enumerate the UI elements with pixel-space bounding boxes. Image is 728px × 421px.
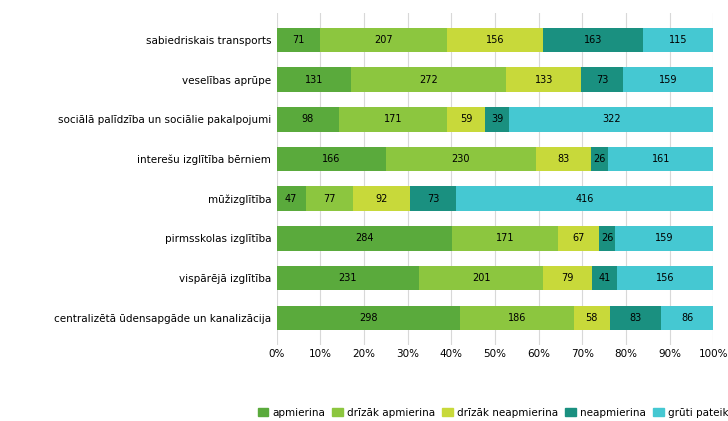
Bar [608, 147, 713, 171]
Bar [339, 107, 447, 132]
Text: 201: 201 [472, 273, 491, 283]
Bar [510, 107, 713, 132]
Bar [543, 28, 643, 52]
Text: 171: 171 [496, 233, 514, 243]
Text: 77: 77 [323, 194, 336, 204]
Bar [617, 266, 713, 290]
Text: 73: 73 [596, 75, 609, 85]
Bar [277, 147, 386, 171]
Text: 115: 115 [669, 35, 687, 45]
Bar [591, 147, 608, 171]
Bar [599, 226, 615, 251]
Bar [277, 187, 306, 211]
Bar [609, 306, 660, 330]
Text: 272: 272 [419, 75, 438, 85]
Text: 92: 92 [376, 194, 388, 204]
Text: 161: 161 [652, 154, 670, 164]
Text: 298: 298 [359, 313, 377, 323]
Text: 231: 231 [339, 273, 357, 283]
Text: 207: 207 [374, 35, 393, 45]
Bar [277, 67, 351, 92]
Text: 58: 58 [585, 313, 598, 323]
Text: 79: 79 [561, 273, 574, 283]
Text: 159: 159 [655, 233, 673, 243]
Bar [615, 226, 713, 251]
Text: 131: 131 [305, 75, 323, 85]
Text: 284: 284 [355, 233, 373, 243]
Text: 98: 98 [301, 115, 314, 125]
Text: 59: 59 [459, 115, 472, 125]
Bar [452, 226, 558, 251]
Text: 230: 230 [451, 154, 470, 164]
Text: 171: 171 [384, 115, 403, 125]
Text: 26: 26 [601, 233, 614, 243]
Text: 156: 156 [656, 273, 675, 283]
Bar [354, 187, 411, 211]
Text: 39: 39 [491, 115, 503, 125]
Text: 156: 156 [486, 35, 505, 45]
Text: 163: 163 [584, 35, 602, 45]
Bar [485, 107, 510, 132]
Bar [592, 266, 617, 290]
Bar [506, 67, 582, 92]
Text: 41: 41 [598, 273, 611, 283]
Bar [306, 187, 354, 211]
Bar [277, 306, 459, 330]
Text: 416: 416 [575, 194, 594, 204]
Bar [277, 226, 452, 251]
Text: 322: 322 [602, 115, 621, 125]
Bar [447, 28, 543, 52]
Text: 166: 166 [322, 154, 340, 164]
Text: 83: 83 [629, 313, 641, 323]
Bar [411, 187, 456, 211]
Bar [543, 266, 592, 290]
Bar [643, 28, 713, 52]
Bar [574, 306, 609, 330]
Bar [459, 306, 574, 330]
Text: 86: 86 [681, 313, 693, 323]
Bar [623, 67, 713, 92]
Bar [277, 28, 320, 52]
Bar [351, 67, 506, 92]
Text: 83: 83 [558, 154, 570, 164]
Text: 73: 73 [427, 194, 439, 204]
Bar [277, 107, 339, 132]
Text: 133: 133 [534, 75, 553, 85]
Bar [320, 28, 447, 52]
Bar [277, 266, 419, 290]
Text: 26: 26 [593, 154, 606, 164]
Legend: apmierina, drīzāk apmierina, drīzāk neapmierina, neapmierina, grūti pateikt: apmierina, drīzāk apmierina, drīzāk neap… [253, 404, 728, 421]
Bar [537, 147, 591, 171]
Bar [558, 226, 599, 251]
Text: 47: 47 [285, 194, 297, 204]
Text: 67: 67 [572, 233, 585, 243]
Bar [582, 67, 623, 92]
Text: 71: 71 [292, 35, 304, 45]
Bar [660, 306, 713, 330]
Text: 186: 186 [507, 313, 526, 323]
Bar [386, 147, 537, 171]
Bar [419, 266, 543, 290]
Text: 159: 159 [659, 75, 678, 85]
Bar [456, 187, 713, 211]
Bar [447, 107, 485, 132]
